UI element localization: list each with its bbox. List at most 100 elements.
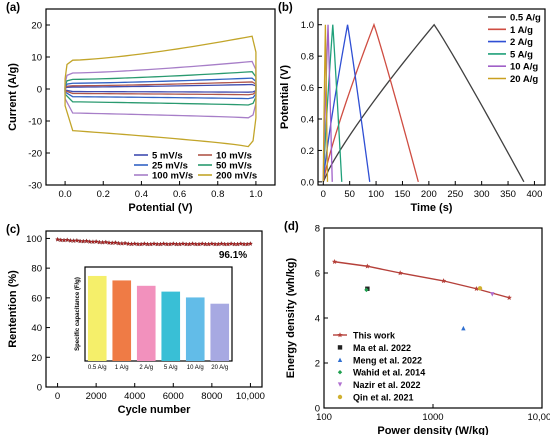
marker-star [440, 278, 447, 284]
inset-y-axis-label: Specific capacitance (F/g) [75, 277, 81, 351]
inset-bar-3 [161, 291, 181, 361]
a-x-tick-label: 1.0 [249, 189, 262, 200]
retention-point [170, 241, 176, 246]
a-panel-label: (a) [6, 2, 20, 14]
retention-point [103, 239, 109, 245]
cv-curve-10-mv-s [64, 81, 257, 96]
a-y-tick-label: -10 [28, 117, 42, 128]
d-y-tick-label: 6 [315, 269, 320, 280]
gcd-curve-10-a-g [322, 24, 333, 182]
b-x-tick-label: 100 [368, 189, 384, 200]
a-y-axis-label: Current (A/g) [7, 63, 19, 131]
retention-annotation: 96.1% [219, 250, 247, 261]
retention-point [84, 238, 89, 244]
legend-label: 200 mV/s [216, 171, 257, 182]
inset-bar-5 [210, 303, 230, 361]
marker-star [331, 258, 338, 265]
marker-circle [477, 286, 483, 291]
retention-point [238, 241, 244, 246]
legend-label: Nazir et al. 2022 [353, 380, 421, 390]
a-x-tick-label: 0.2 [97, 189, 110, 200]
legend-label: 10 A/g [510, 62, 538, 73]
legend-label: 5 A/g [510, 49, 533, 60]
panel-b: 0 50 100 150 200 250 300 350 400 0.0 0.2 0.4 0.6 0.8 1… [278, 2, 546, 214]
retention-point [141, 241, 147, 246]
retention-point [122, 240, 128, 246]
legend-label: 25 mV/s [152, 161, 188, 172]
inset-bar-4 [185, 297, 205, 361]
a-x-tick-label: 0.4 [135, 189, 148, 200]
retention-point [244, 241, 250, 247]
retention-point [219, 241, 224, 246]
a-axes-frame [45, 8, 276, 186]
inset-bar-0 [87, 275, 107, 361]
c-x-tick-label: 4000 [124, 391, 145, 402]
b-y-tick-label: 0.2 [301, 146, 314, 157]
inset-x-tick-label: 0.5 A/g [88, 365, 107, 371]
c-x-tick-label: 6000 [163, 391, 184, 402]
inset-x-tick-label: 20 A/g [211, 365, 228, 371]
retention-point [190, 241, 196, 246]
legend-label: 5 mV/s [152, 151, 183, 162]
retention-point [228, 241, 234, 246]
marker-star [337, 332, 343, 338]
b-panel-label: (b) [278, 2, 293, 14]
d-y-tick-label: 8 [315, 224, 320, 235]
legend-label: Ma et al. 2022 [353, 343, 411, 353]
legend-label: 100 mV/s [152, 171, 193, 182]
c-y-tick-label: 60 [31, 293, 42, 304]
d-y-tick-label: 2 [315, 359, 320, 370]
retention-point [67, 238, 73, 243]
b-y-tick-label: 0.8 [301, 52, 314, 63]
a-x-axis-label: Potential (V) [128, 202, 193, 214]
retention-point [138, 241, 144, 247]
retention-point [199, 241, 205, 246]
cv-curve-50-mv-s [64, 71, 257, 106]
legend-label: Meng et al. 2022 [353, 355, 422, 365]
retention-point [235, 241, 241, 247]
inset-x-tick-label: 2 A/g [139, 365, 153, 371]
c-axes-frame [45, 230, 263, 388]
retention-point [132, 241, 138, 246]
a-x-tick-label: 0.0 [58, 189, 71, 200]
retention-point [77, 238, 83, 244]
b-y-tick-label: 0.0 [301, 177, 314, 188]
c-x-tick-label: 2000 [86, 391, 107, 402]
d-y-axis-label: Energy density (wh/kg) [285, 257, 297, 378]
marker-star [506, 294, 512, 301]
retention-point [167, 241, 173, 247]
marker-triangle-down [337, 382, 343, 387]
a-x-tick-label: 0.8 [211, 189, 224, 200]
retention-point [96, 239, 102, 245]
retention-point [109, 240, 115, 246]
retention-point [247, 241, 253, 246]
legend-label: 2 A/g [510, 37, 533, 48]
b-x-tick-label: 350 [500, 189, 516, 200]
c-y-tick-label: 0 [37, 383, 42, 394]
retention-point [74, 237, 80, 243]
c-x-tick-label: 10,000 [236, 391, 265, 402]
retention-point [58, 237, 64, 243]
marker-star [364, 263, 371, 269]
retention-point [209, 241, 215, 246]
retention-point [93, 239, 99, 244]
legend-label: Wahid et al. 2014 [353, 368, 425, 378]
marker-circle [337, 394, 343, 400]
retention-point [157, 241, 163, 247]
b-x-tick-label: 400 [527, 189, 543, 200]
retention-point [225, 241, 231, 247]
inset-bar-1 [112, 280, 132, 361]
marker-diamond [364, 287, 369, 293]
b-y-axis-label: Potential (V) [279, 65, 291, 130]
inset-x-tick-label: 10 A/g [187, 365, 204, 371]
retention-point [161, 241, 167, 246]
retention-point [106, 240, 112, 245]
retention-point [151, 241, 157, 246]
panel-d: 100 1000 10,000 0 2 4 6 8 Power density (W/kg) En… [284, 221, 550, 435]
gcd-curve-2-a-g [322, 24, 371, 182]
inset-bar-2 [136, 285, 156, 361]
b-x-tick-label: 150 [395, 189, 411, 200]
a-y-tick-label: 20 [31, 21, 42, 32]
panel-a: 0.0 0.2 0.4 0.6 0.8 1.0 -30 -20 -10 0 10 20 Potentia… [6, 2, 276, 214]
